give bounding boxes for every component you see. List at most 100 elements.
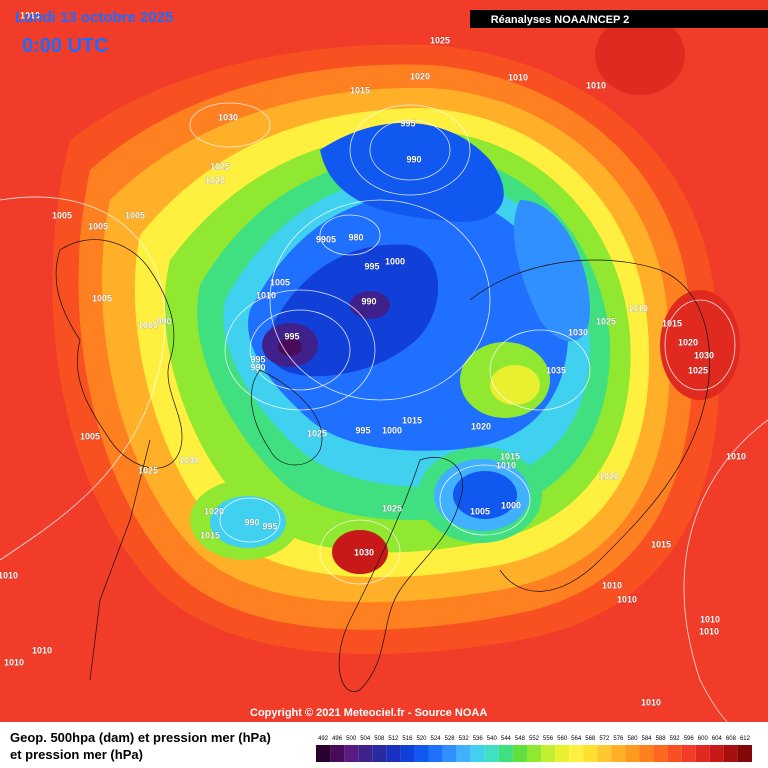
- isobar-label: 1005: [88, 221, 108, 231]
- scale-label: 552: [529, 736, 540, 742]
- isobar-label: 1030: [354, 547, 374, 557]
- scale-label: 508: [374, 736, 385, 742]
- scale-label: 504: [360, 736, 371, 742]
- isobar-label: 1010: [256, 290, 276, 300]
- isobar-label: 995: [250, 354, 265, 364]
- isobar-label: 1015: [350, 85, 370, 95]
- coastlines: [55, 239, 710, 692]
- scale-swatch: [555, 745, 570, 762]
- scale-label: 532: [459, 736, 470, 742]
- scale-swatch: [400, 745, 415, 762]
- scale-label: 604: [712, 736, 723, 742]
- isobar-label: 1030: [694, 350, 714, 360]
- isobar-label: 1005: [92, 293, 112, 303]
- isobar-label: 1005: [125, 210, 145, 220]
- scale-swatch: [442, 745, 457, 762]
- isobar-label: 1015: [662, 318, 682, 328]
- isobar-label: 1005: [270, 277, 290, 287]
- scale-label: 544: [501, 736, 512, 742]
- scale-swatch: [484, 745, 499, 762]
- isobar-label: 990: [361, 296, 376, 306]
- isobar: [224, 289, 376, 411]
- isobar-label: 1000: [501, 500, 521, 510]
- scale-label: 516: [402, 736, 413, 742]
- isobar-label: 1005: [80, 431, 100, 441]
- isobar-label: 1010: [700, 614, 720, 624]
- isobar: [319, 519, 401, 585]
- scale-swatch: [639, 745, 654, 762]
- scale-swatch: [414, 745, 429, 762]
- scale-label: 564: [571, 736, 582, 742]
- isobar: [439, 464, 531, 536]
- isobar-label: 1010: [496, 460, 516, 470]
- isobar: [189, 102, 271, 148]
- isobar-label: 1005: [470, 506, 490, 516]
- scale-swatch: [583, 745, 598, 762]
- scale-swatch: [667, 745, 682, 762]
- scale-label: 588: [656, 736, 667, 742]
- isobar-label: 1035: [546, 365, 566, 375]
- scale-swatch: [653, 745, 668, 762]
- isobar-label: 9905: [316, 234, 336, 244]
- isobar-label: 1015: [500, 451, 520, 461]
- scale-label: 592: [670, 736, 681, 742]
- isobar-label: 1010: [586, 80, 606, 90]
- isobar-label: 1010: [726, 451, 746, 461]
- isobar-label: 1015: [651, 539, 671, 549]
- isobar: [489, 329, 591, 411]
- isobar-label: 1010: [699, 626, 719, 636]
- isobar-label: 1030: [218, 112, 238, 122]
- trough: [210, 496, 286, 548]
- field-band: [320, 122, 504, 222]
- coastline: [250, 369, 323, 466]
- isobar-label: 1025: [382, 503, 402, 513]
- geopotential-field: [52, 15, 740, 655]
- isobar-label: 1000: [385, 256, 405, 266]
- scale-label: 548: [515, 736, 526, 742]
- legend-title: et pression mer (hPa): [10, 747, 143, 762]
- isobar-label: 995: [364, 261, 379, 271]
- isobar-label: 1020: [204, 506, 224, 516]
- scale-swatch: [330, 745, 345, 762]
- scale-label: 608: [726, 736, 737, 742]
- isobar-label: 1020: [471, 421, 491, 431]
- isobar-label: 1025: [688, 365, 708, 375]
- cut-off-low: [453, 471, 517, 519]
- scale-swatch: [597, 745, 612, 762]
- scale-swatch: [456, 745, 471, 762]
- coastline: [338, 457, 463, 692]
- scale-swatch: [681, 745, 696, 762]
- isobar-label: 1010: [602, 580, 622, 590]
- color-scale: 492 496 500 504 508 512 516 520 524 528 532 536 540 5…: [316, 736, 752, 762]
- isobar-label: 1030: [179, 455, 199, 465]
- isobar: [269, 199, 491, 401]
- field-band: [513, 200, 590, 342]
- coastline: [89, 439, 151, 681]
- scale-label: 584: [642, 736, 653, 742]
- isobar: [249, 309, 351, 391]
- isobar-label: 1015: [402, 415, 422, 425]
- isobar-label: 995: [400, 118, 415, 128]
- low-core: [350, 291, 390, 319]
- scale-swatch: [428, 745, 443, 762]
- scale-swatch: [625, 745, 640, 762]
- isobar-label: 995: [262, 521, 277, 531]
- isobar: [219, 497, 281, 543]
- scale-swatch: [386, 745, 401, 762]
- scale-label: 576: [613, 736, 624, 742]
- isobar-label: 1020: [205, 175, 225, 185]
- isobar-label: 1030: [568, 327, 588, 337]
- ridge: [490, 365, 540, 405]
- legend-title: Geop. 500hpa (dam) et pression mer (hPa): [10, 730, 271, 745]
- scale-swatch: [470, 745, 485, 762]
- low-core: [278, 338, 302, 356]
- isobar-label: 1025: [596, 316, 616, 326]
- scale-label: 560: [557, 736, 568, 742]
- coastline: [55, 239, 183, 469]
- source-banner: Réanalyses NOAA/NCEP 2: [491, 14, 630, 26]
- isobar-label: 1000: [382, 425, 402, 435]
- scale-label: 568: [585, 736, 596, 742]
- high-core: [660, 290, 740, 400]
